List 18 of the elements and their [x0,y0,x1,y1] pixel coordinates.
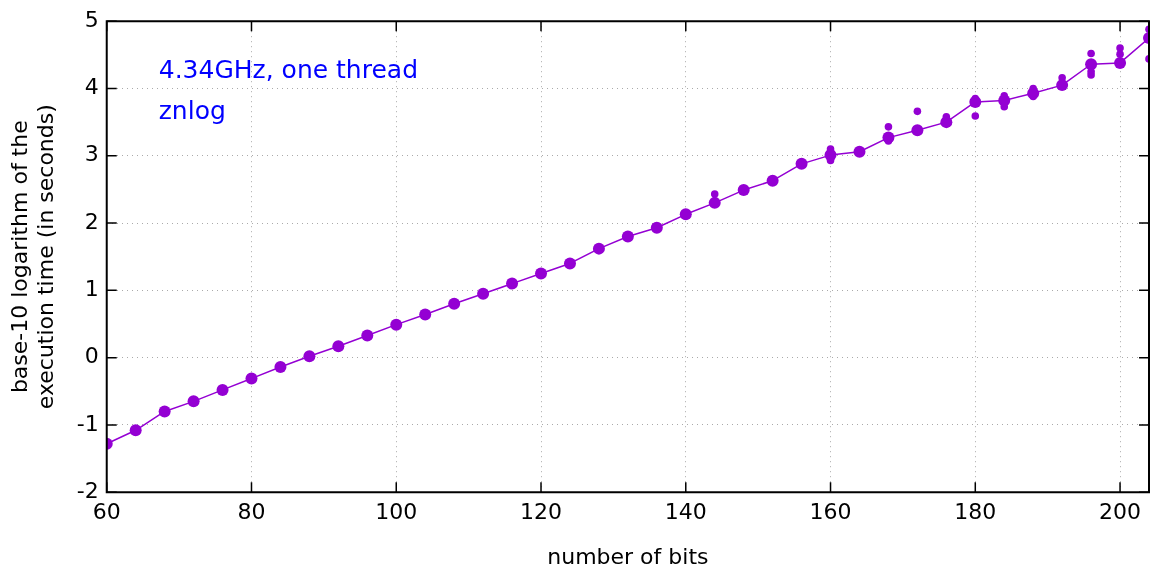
y-tick-label: 5 [84,6,99,32]
y-tick-label: 4 [84,74,99,100]
x-tick-label: 140 [664,499,707,525]
x-axis-title: number of bits [547,543,709,569]
annotation: znlog [158,95,226,125]
annotation: 4.34GHz, one thread [158,54,418,84]
y-tick-label: 1 [84,276,99,302]
y-axis-title: base-10 logarithm of the execution time (in seconds) [6,104,59,410]
x-tick-label: 100 [375,499,418,525]
x-tick-label: 160 [809,499,852,525]
y-tick-label: 0 [84,343,99,369]
x-tick-label: 180 [954,499,997,525]
x-tick-label: 80 [237,499,266,525]
x-tick-label: 200 [1099,499,1142,525]
y-tick-label: 3 [84,141,99,167]
x-tick-label: 120 [520,499,563,525]
y-tick-label: -1 [76,410,99,436]
y-tick-label: 2 [84,208,99,234]
